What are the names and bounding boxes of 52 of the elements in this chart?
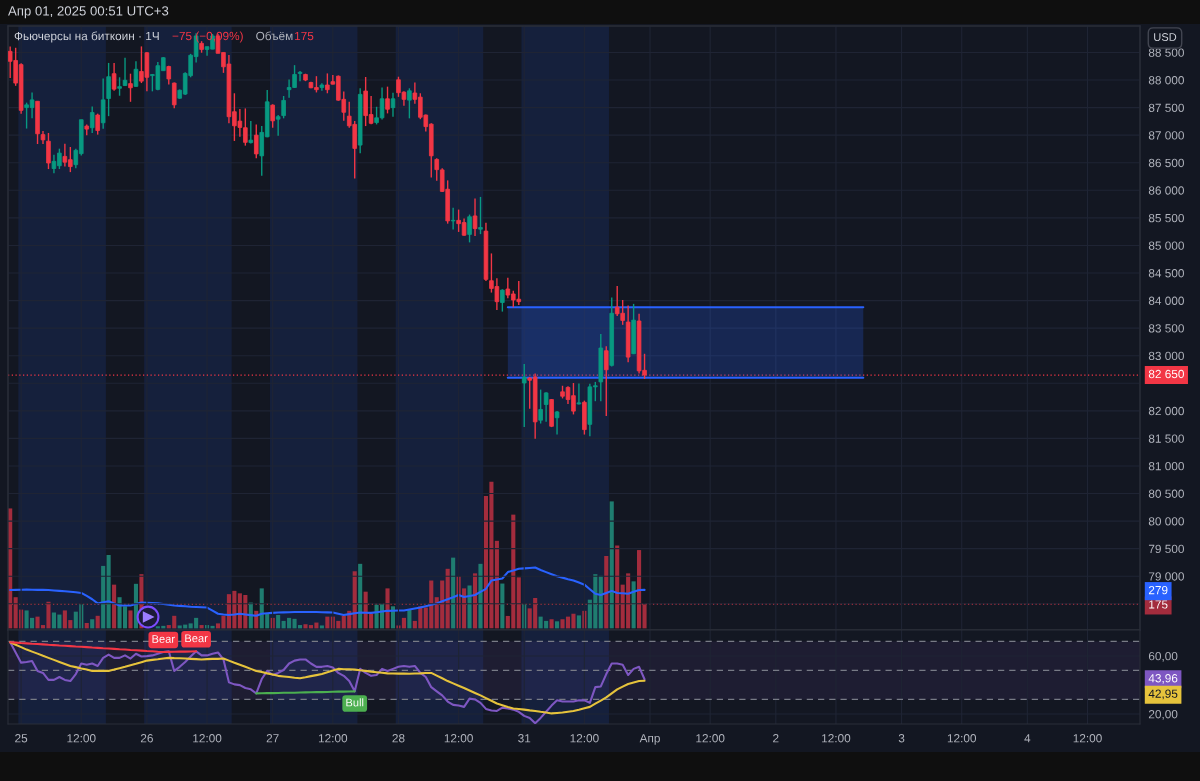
y-tick-label: 80 500 — [1148, 489, 1184, 498]
x-tick-label: 27 — [266, 734, 279, 743]
y-tick-label: 87 000 — [1148, 131, 1184, 140]
y-tick-label: 79 500 — [1148, 544, 1184, 554]
y-tick-label: 86 500 — [1148, 158, 1184, 168]
x-tick-label: 12:00 — [193, 734, 222, 743]
x-tick-label: 28 — [392, 734, 405, 743]
x-tick-label: 4 — [1024, 734, 1031, 743]
y-tick-label: 81 500 — [1148, 434, 1184, 443]
x-tick-label: 3 — [898, 734, 905, 743]
y2-tick-label: 279 — [1148, 585, 1168, 595]
annotation: Bear — [185, 634, 208, 643]
text: USD — [1154, 33, 1177, 41]
x-tick-label: 12:00 — [570, 734, 599, 743]
x-tick-label: 31 — [518, 734, 531, 743]
y-tick-label: 83 000 — [1148, 351, 1184, 361]
annotation: Bull — [346, 698, 364, 707]
y-tick-label: 80 000 — [1148, 517, 1184, 526]
y-tick-label: 20,00 — [1148, 710, 1178, 720]
y-tick-label: 85 500 — [1148, 213, 1184, 223]
y-tick-label: 87 500 — [1148, 103, 1184, 112]
text: 42,95 — [1148, 689, 1178, 700]
x-tick-label: 26 — [140, 734, 153, 743]
y-tick-label: 81 000 — [1148, 462, 1184, 471]
y-tick-label: 83 500 — [1148, 324, 1184, 333]
x-tick-label: 12:00 — [1073, 734, 1102, 743]
annotation: 175 — [295, 31, 314, 41]
y-tick-label: 85 000 — [1148, 241, 1184, 250]
y2-tick-label: 175 — [1149, 600, 1168, 609]
x-tick-label: 25 — [15, 734, 28, 743]
x-tick-label: 12:00 — [444, 734, 473, 743]
x-tick-label: Апр — [639, 734, 660, 745]
x-tick-label: 12:00 — [318, 734, 348, 743]
x-tick-label: 12:00 — [67, 734, 96, 743]
text: Апр 01, 2025 00:51 UTC+3 — [8, 6, 169, 19]
x-tick-label: 2 — [773, 734, 779, 743]
y-tick-label: 84 500 — [1148, 269, 1184, 278]
y-tick-label: 88 000 — [1148, 76, 1184, 85]
text: 43,96 — [1148, 674, 1178, 684]
annotation: Bear — [152, 635, 175, 643]
x-tick-label: 12:00 — [696, 734, 725, 743]
y-tick-label: 86 000 — [1148, 186, 1184, 195]
y-tick-label: 79 000 — [1148, 572, 1184, 581]
x-tick-label: 12:00 — [822, 734, 851, 743]
chart-title: Фьючерсы на биткоин · 1Ч — [14, 31, 159, 43]
y-tick-label: 60,00 — [1148, 652, 1178, 662]
annotation: Объём — [256, 31, 293, 41]
x-tick-label: 12:00 — [947, 734, 977, 743]
y-tick-label: 88 500 — [1148, 48, 1184, 57]
y-tick-label: 84 000 — [1148, 296, 1184, 305]
ref-line-label: 82 650 — [1148, 369, 1184, 379]
y-tick-label: 82 000 — [1148, 406, 1184, 416]
